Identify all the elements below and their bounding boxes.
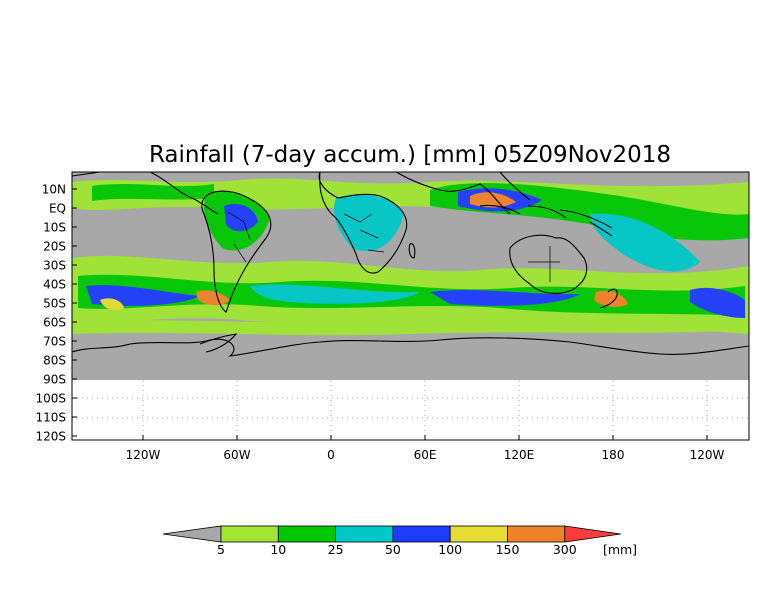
colorbar-over-triangle <box>564 525 621 543</box>
colorbar-labels: 5 10 25 50 100 150 300 <box>217 542 577 557</box>
coastline-maritime-islands <box>479 204 613 237</box>
rain-peak-maritime-continent <box>470 192 516 208</box>
coastline-antarctica <box>71 337 750 357</box>
lat-label: 20S <box>43 240 66 254</box>
rain-heavy-southeast-pacific <box>690 287 745 318</box>
coastline-asia <box>395 171 531 215</box>
coastline-australia <box>509 234 588 294</box>
lon-label: 120E <box>504 448 535 462</box>
lat-label: 30S <box>43 259 66 273</box>
rain-heavy-amazon <box>224 203 258 232</box>
colorbar-under-triangle <box>162 525 222 543</box>
rain-peak-south-pacific <box>100 298 124 310</box>
coastline-madagascar <box>408 243 416 259</box>
rain-peak-south-indian <box>594 290 628 307</box>
coastline-south-america <box>201 190 272 313</box>
lon-label: 60E <box>414 448 437 462</box>
colorbar-unit: [mm] <box>603 542 637 557</box>
colorbar-label: 25 <box>328 542 344 557</box>
lon-label: 120W <box>690 448 725 462</box>
lat-label: 40S <box>43 278 66 292</box>
colorbar-box <box>507 525 566 543</box>
rain-band-antarctic-fringe <box>72 318 749 336</box>
rain-heavy-south-indian <box>430 290 580 306</box>
colorbar-label: 5 <box>217 542 225 557</box>
latitude-axis: 10N EQ 10S 20S 30S 40S 50S 60S 70S 80S 90S 100S 110S… <box>35 183 77 444</box>
lat-label: 70S <box>43 335 66 349</box>
rain-core-north-pacific <box>92 184 214 201</box>
lat-label: 60S <box>43 316 66 330</box>
colorbar-box <box>220 525 279 543</box>
coastline-antarctic-peninsula <box>199 333 238 353</box>
lat-label: 120S <box>35 430 66 444</box>
colorbar-label: 10 <box>270 542 286 557</box>
colorbar-box <box>449 525 508 543</box>
coastlines <box>71 171 750 357</box>
colorbar-box <box>392 525 451 543</box>
lat-label: 10S <box>43 221 66 235</box>
rain-core-south-pacific <box>590 213 700 272</box>
map-title: Rainfall (7-day accum.) [mm] 05Z09Nov201… <box>149 142 671 168</box>
map-frame <box>71 171 750 441</box>
map-panel: 10N EQ 10S 20S 30S 40S 50S 60S 70S 80S 90S 100S 110S… <box>35 171 750 462</box>
lat-label: 110S <box>35 411 66 425</box>
lon-label: 180 <box>602 448 625 462</box>
lat-label: 80S <box>43 354 66 368</box>
rain-peak-drake-passage <box>196 290 230 306</box>
lat-label: 50S <box>43 297 66 311</box>
colorbar-label: 150 <box>496 542 520 557</box>
coastline-europe-africa <box>318 171 408 274</box>
lon-label: 120W <box>126 448 161 462</box>
lat-label: 100S <box>35 392 66 406</box>
colorbar-label: 50 <box>385 542 401 557</box>
lat-label: 10N <box>42 183 66 197</box>
colorbar-label: 100 <box>438 542 462 557</box>
lat-label: EQ <box>49 202 66 216</box>
lat-label: 90S <box>43 373 66 387</box>
colorbar-label: 300 <box>553 542 577 557</box>
colorbar-box <box>277 525 336 543</box>
lon-label: 0 <box>327 448 335 462</box>
coastline-north-america <box>71 171 219 215</box>
longitude-axis: 120W 60W 0 60E 120E 180 120W <box>126 435 725 462</box>
colorbar-boxes <box>220 525 621 543</box>
lon-label: 60W <box>223 448 250 462</box>
lower-grid <box>72 380 749 440</box>
rain-heavy-south-atlantic <box>250 284 420 304</box>
coastline-new-zealand <box>599 288 618 309</box>
colorbar-box <box>335 525 394 543</box>
rain-core-africa <box>333 194 404 251</box>
coastline-country-borders <box>227 211 560 282</box>
colorbar: 5 10 25 50 100 150 300 [mm] <box>162 525 637 557</box>
